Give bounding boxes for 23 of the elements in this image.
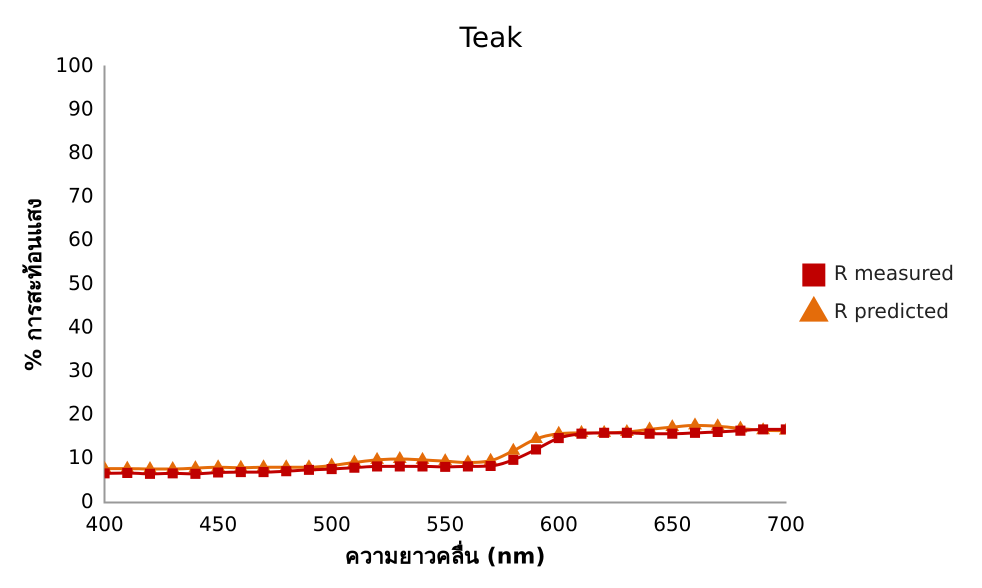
y-tick-label: 80 [68,140,94,164]
x-tick-label: 450 [199,512,238,536]
y-tick-label: 60 [68,227,94,252]
x-tick-label: 650 [653,512,692,536]
x-axis-title: ความยาวคลื่น (nm) [345,540,546,570]
y-tick-label: 70 [68,184,94,208]
chart-title: Teak [458,21,524,54]
x-tick-label: 400 [85,512,124,536]
y-tick-label: 50 [68,270,94,295]
y-tick-label: 10 [68,445,94,470]
y-axis-title: % การสะท้อนแสง [22,198,47,371]
y-tick-label: 100 [55,52,94,77]
x-tick-label: 600 [540,512,578,536]
legend-label: R predicted [834,299,949,324]
y-tick-label: 0 [80,488,94,513]
y-tick-label: 20 [68,402,94,426]
y-tick-label: 30 [68,358,94,382]
legend-label: R measured [834,261,954,286]
x-tick-label: 500 [312,512,351,536]
y-tick-label: 90 [68,96,94,120]
x-tick-label: 550 [426,512,464,536]
y-tick-label: 40 [68,314,94,338]
x-tick-label: 700 [766,512,805,536]
